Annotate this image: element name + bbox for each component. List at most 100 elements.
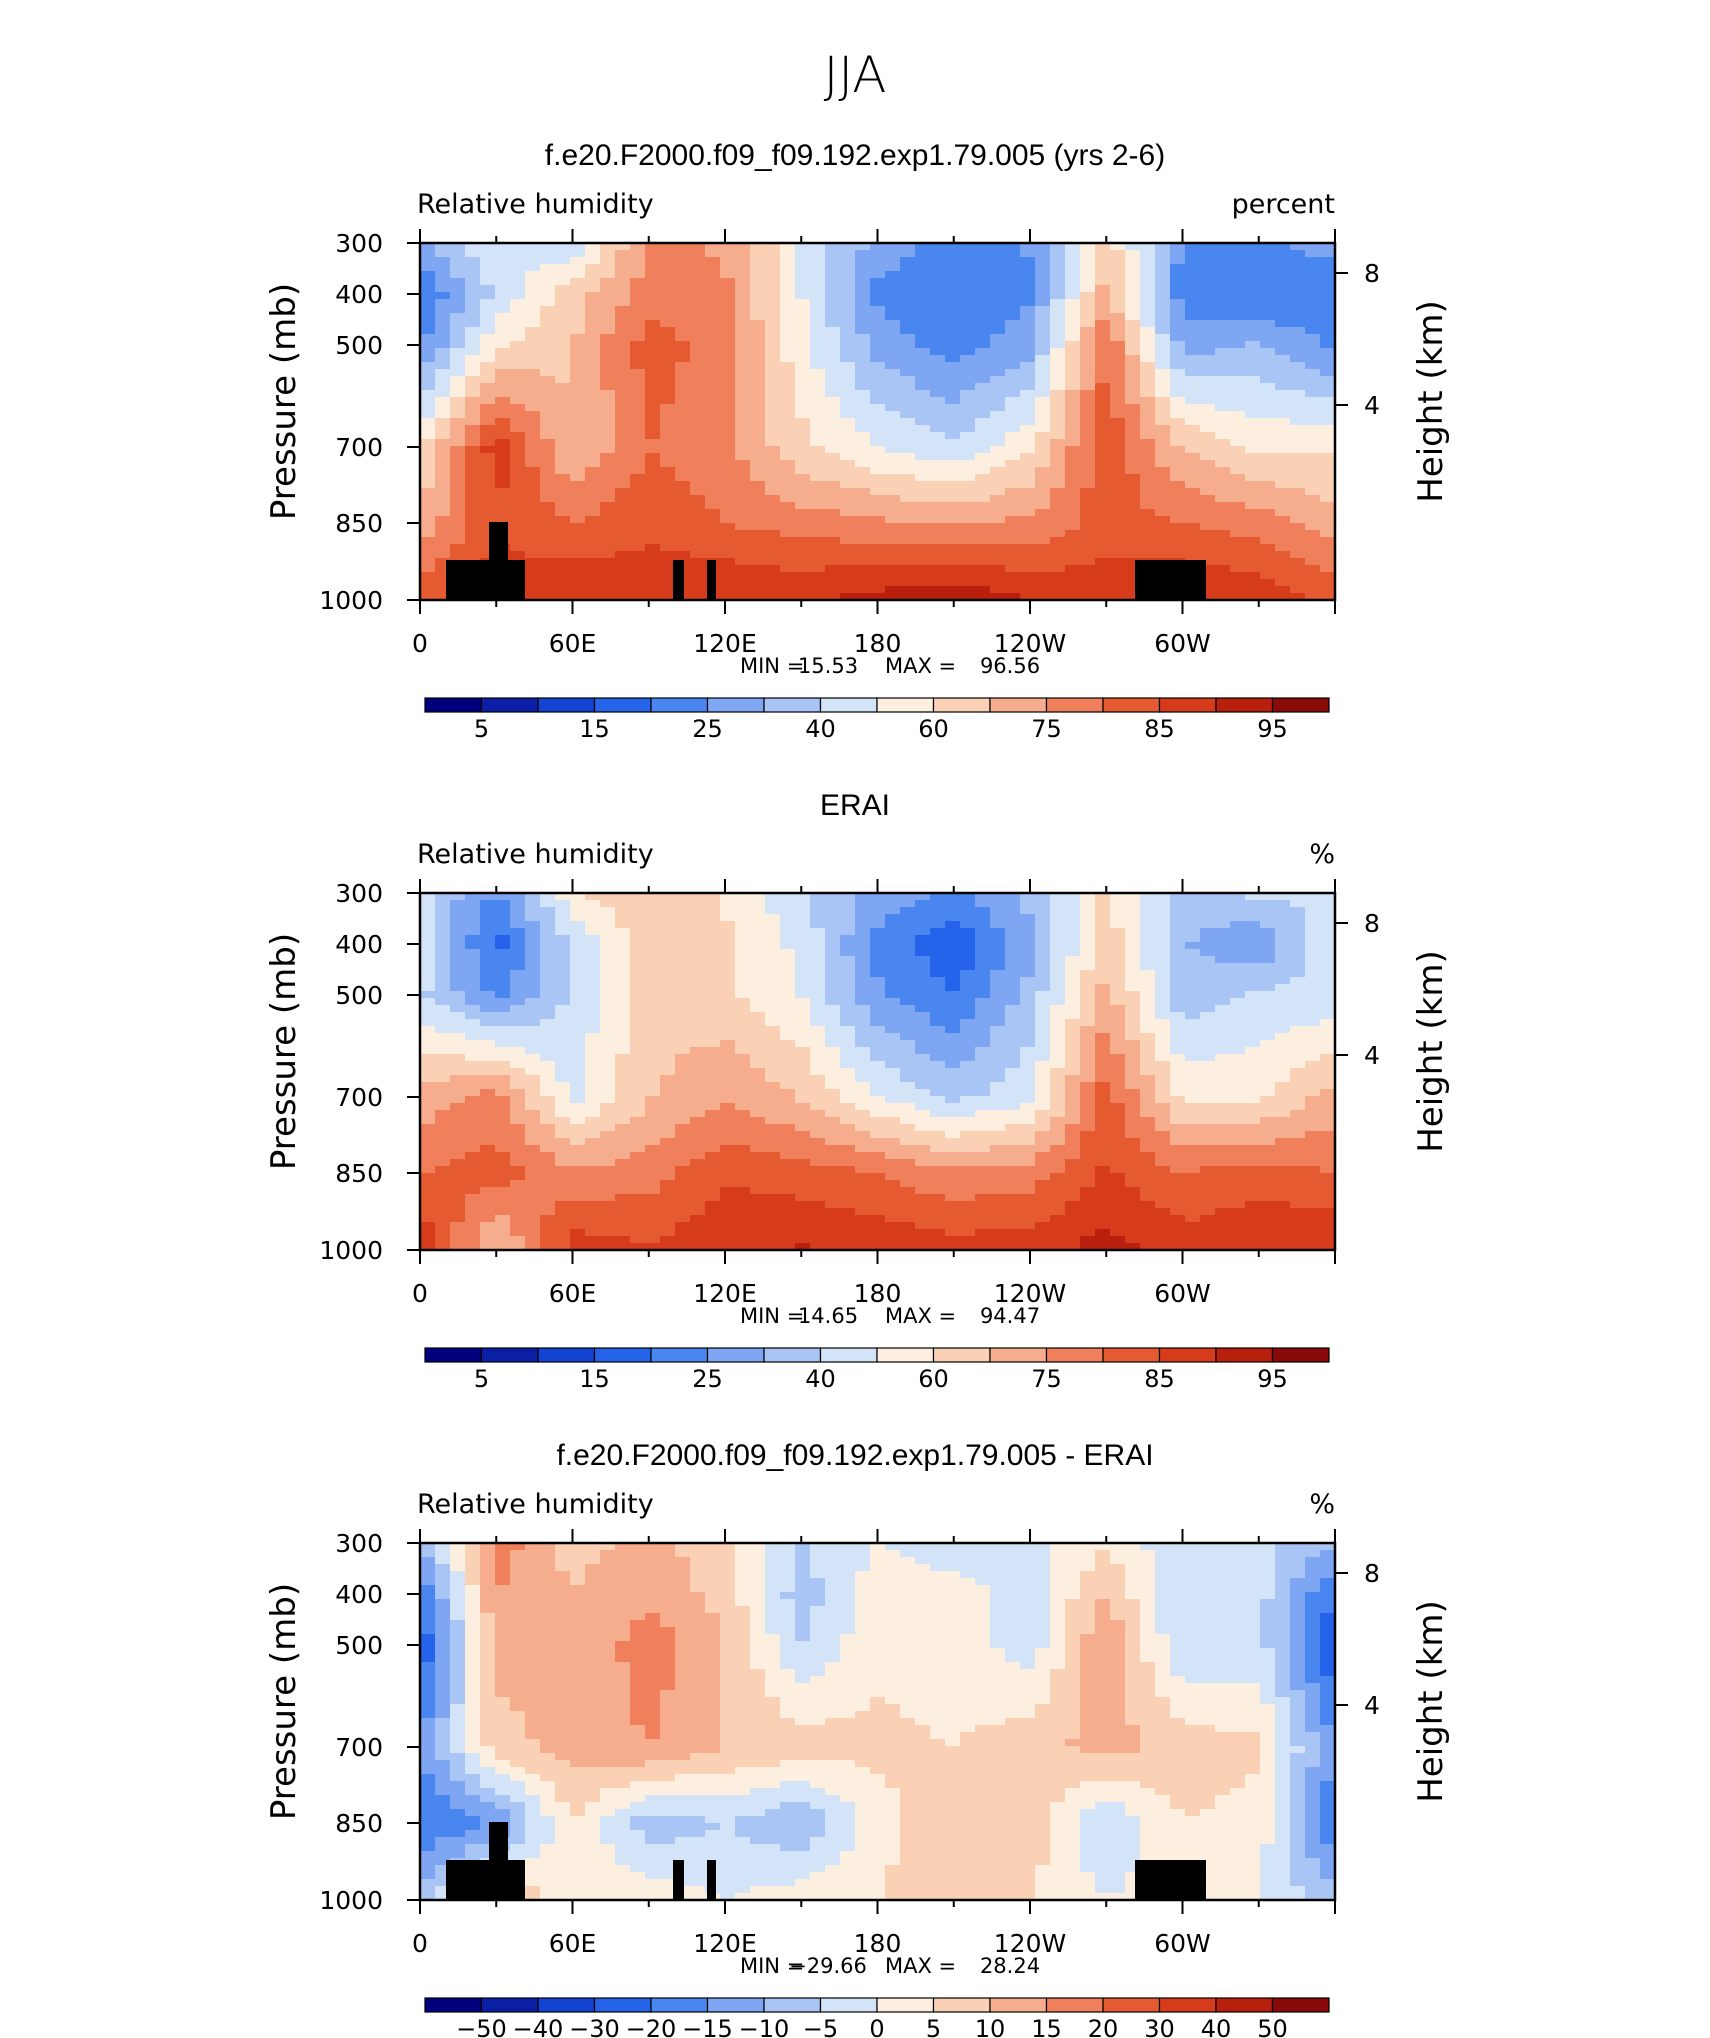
heatmap-cell [480, 257, 496, 265]
heatmap-cell [780, 1096, 796, 1104]
heatmap-cell [1230, 334, 1246, 342]
heatmap-cell [870, 495, 886, 503]
heatmap-cell [510, 914, 526, 922]
heatmap-cell [1005, 544, 1021, 552]
heatmap-cell [645, 1012, 661, 1020]
heatmap-cell [435, 1040, 451, 1048]
heatmap-cell [900, 327, 916, 335]
heatmap-cell [660, 1222, 676, 1230]
heatmap-cell [1035, 299, 1051, 307]
heatmap-cell [555, 467, 571, 475]
heatmap-cell [675, 942, 691, 950]
heatmap-cell [885, 1236, 901, 1244]
heatmap-cell [510, 523, 526, 531]
heatmap-cell [510, 921, 526, 929]
heatmap-cell [570, 488, 586, 496]
heatmap-cell [1170, 544, 1186, 552]
heatmap-cell [510, 502, 526, 510]
heatmap-cell [420, 1229, 436, 1237]
heatmap-cell [660, 1033, 676, 1041]
heatmap-cell [765, 313, 781, 321]
heatmap-cell [1050, 537, 1066, 545]
heatmap-cell [765, 1096, 781, 1104]
heatmap-cell [555, 502, 571, 510]
heatmap-cell [465, 250, 481, 258]
heatmap-cell [795, 537, 811, 545]
heatmap-cell [1155, 278, 1171, 286]
heatmap-cell [900, 558, 916, 566]
heatmap-cell [525, 1110, 541, 1118]
heatmap-cell [855, 313, 871, 321]
heatmap-cell [510, 390, 526, 398]
heatmap-cell [975, 397, 991, 405]
heatmap-cell [825, 1068, 841, 1076]
heatmap-cell [885, 1222, 901, 1230]
heatmap-cell [870, 257, 886, 265]
heatmap-cell [435, 1145, 451, 1153]
heatmap-cell [540, 1222, 556, 1230]
heatmap-cell [840, 446, 856, 454]
heatmap-cell [555, 313, 571, 321]
heatmap-cell [645, 565, 661, 573]
heatmap-cell [810, 1145, 826, 1153]
heatmap-cell [540, 1103, 556, 1111]
heatmap-cell [645, 1103, 661, 1111]
heatmap-cell [1065, 397, 1081, 405]
heatmap-cell [600, 544, 616, 552]
heatmap-cell [1260, 467, 1276, 475]
heatmap-cell [465, 1054, 481, 1062]
heatmap-cell [615, 341, 631, 349]
heatmap-cell [795, 991, 811, 999]
heatmap-cell [510, 1187, 526, 1195]
heatmap-cell [480, 1019, 496, 1027]
heatmap-cell [675, 1236, 691, 1244]
heatmap-cell [1170, 271, 1186, 279]
heatmap-cell [1320, 355, 1336, 363]
heatmap-cell [1230, 390, 1246, 398]
heatmap-cell [1290, 271, 1306, 279]
heatmap-cell [840, 551, 856, 559]
heatmap-cell [945, 446, 961, 454]
heatmap-cell [1245, 362, 1261, 370]
heatmap-cell [855, 544, 871, 552]
heatmap-cell [1245, 432, 1261, 440]
heatmap-cell [855, 523, 871, 531]
heatmap-cell [450, 893, 466, 901]
heatmap-cell [1170, 446, 1186, 454]
heatmap-cell [795, 278, 811, 286]
heatmap-cell [555, 306, 571, 314]
heatmap-cell [510, 292, 526, 300]
heatmap-cell [585, 432, 601, 440]
heatmap-cell [1125, 565, 1141, 573]
heatmap-cell [555, 956, 571, 964]
heatmap-cell [840, 558, 856, 566]
heatmap-cell [525, 467, 541, 475]
heatmap-cell [975, 313, 991, 321]
heatmap-cell [435, 243, 451, 251]
heatmap-cell [435, 1173, 451, 1181]
heatmap-cell [420, 1166, 436, 1174]
heatmap-cell [1305, 481, 1321, 489]
x-tick-label: 120W [994, 629, 1066, 658]
heatmap-cell [870, 425, 886, 433]
colorbar-swatch [876, 697, 935, 713]
heatmap-cell [435, 956, 451, 964]
heatmap-cell [555, 572, 571, 580]
heatmap-cell [1005, 502, 1021, 510]
heatmap-cell [1110, 341, 1126, 349]
heatmap-cell [675, 893, 691, 901]
heatmap-cell [1305, 355, 1321, 363]
heatmap-cell [1125, 278, 1141, 286]
heatmap-cell [750, 1173, 766, 1181]
heatmap-cell [720, 572, 736, 580]
heatmap-cell [1290, 558, 1306, 566]
heatmap-cell [825, 914, 841, 922]
heatmap-cell [825, 572, 841, 580]
heatmap-cell [1320, 306, 1336, 314]
heatmap-cell [555, 355, 571, 363]
heatmap-cell [1215, 285, 1231, 293]
heatmap-cell [840, 956, 856, 964]
heatmap-cell [1020, 285, 1036, 293]
heatmap-cell [975, 586, 991, 594]
heatmap-cell [690, 495, 706, 503]
